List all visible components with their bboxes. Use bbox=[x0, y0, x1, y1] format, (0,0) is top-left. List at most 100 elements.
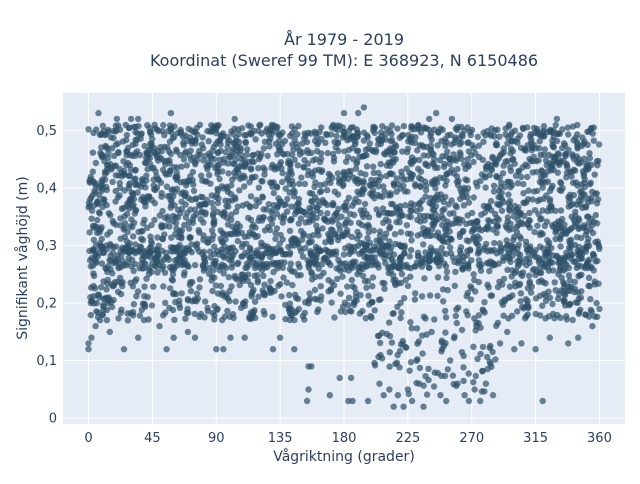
data-point bbox=[273, 183, 281, 190]
data-point bbox=[480, 246, 487, 253]
data-point bbox=[261, 291, 268, 298]
data-point bbox=[524, 163, 531, 170]
data-point bbox=[170, 334, 177, 341]
data-point bbox=[380, 183, 387, 190]
data-point bbox=[104, 165, 111, 172]
data-point bbox=[443, 268, 451, 276]
data-point bbox=[478, 227, 485, 234]
data-point bbox=[504, 158, 511, 165]
data-point bbox=[145, 249, 152, 256]
data-point bbox=[348, 264, 356, 272]
data-point bbox=[573, 201, 581, 208]
data-point bbox=[151, 216, 158, 224]
data-point bbox=[217, 132, 224, 139]
data-point bbox=[197, 193, 205, 200]
data-point bbox=[501, 183, 508, 191]
data-point bbox=[557, 178, 564, 186]
data-point bbox=[416, 156, 423, 164]
data-point bbox=[479, 368, 486, 375]
data-point bbox=[344, 175, 352, 183]
data-point bbox=[591, 278, 598, 285]
data-point bbox=[85, 340, 92, 347]
data-point bbox=[483, 353, 491, 361]
data-point bbox=[437, 257, 444, 264]
data-point bbox=[581, 179, 588, 187]
data-point bbox=[521, 145, 529, 152]
data-point bbox=[564, 124, 572, 131]
data-point bbox=[235, 259, 242, 266]
data-point bbox=[280, 201, 288, 209]
data-point bbox=[574, 131, 581, 138]
data-point bbox=[583, 260, 591, 267]
data-point bbox=[543, 192, 550, 199]
data-point bbox=[390, 310, 397, 317]
data-point bbox=[386, 386, 393, 393]
data-point bbox=[381, 285, 388, 292]
data-point bbox=[106, 328, 114, 336]
data-point bbox=[505, 206, 513, 213]
data-point bbox=[347, 219, 354, 226]
data-point bbox=[300, 230, 307, 237]
data-point bbox=[406, 169, 413, 177]
data-point bbox=[482, 380, 490, 387]
data-point bbox=[414, 216, 421, 224]
data-point bbox=[399, 131, 407, 139]
data-point bbox=[398, 309, 405, 316]
data-point bbox=[390, 156, 397, 163]
data-point bbox=[504, 266, 511, 273]
data-point bbox=[188, 156, 195, 164]
data-point bbox=[520, 190, 527, 197]
data-point bbox=[501, 296, 508, 303]
data-point bbox=[188, 137, 195, 145]
data-point bbox=[347, 374, 355, 382]
data-point bbox=[493, 250, 500, 257]
data-point bbox=[166, 138, 174, 145]
data-point bbox=[322, 239, 329, 246]
data-point bbox=[549, 300, 556, 308]
data-point bbox=[425, 152, 432, 159]
data-point bbox=[223, 291, 230, 299]
data-point bbox=[508, 225, 516, 233]
data-point bbox=[488, 292, 496, 299]
data-point bbox=[231, 115, 238, 123]
data-point bbox=[224, 139, 232, 146]
data-point bbox=[379, 205, 387, 212]
data-point bbox=[338, 213, 345, 220]
data-point bbox=[480, 129, 487, 136]
data-point bbox=[123, 152, 130, 159]
data-point bbox=[560, 229, 568, 237]
data-point bbox=[539, 302, 546, 309]
data-point bbox=[159, 236, 166, 243]
data-point bbox=[445, 201, 452, 208]
data-point bbox=[160, 283, 167, 290]
data-point bbox=[425, 365, 432, 372]
data-point bbox=[313, 148, 321, 155]
data-point bbox=[464, 311, 471, 319]
data-point bbox=[402, 202, 409, 209]
data-point bbox=[490, 182, 498, 189]
data-point bbox=[99, 244, 107, 251]
data-point bbox=[274, 204, 281, 211]
data-point bbox=[465, 199, 473, 206]
data-point bbox=[147, 160, 154, 168]
data-point bbox=[127, 279, 134, 286]
data-point bbox=[138, 235, 145, 242]
data-point bbox=[559, 185, 566, 192]
data-point bbox=[456, 230, 464, 238]
data-point bbox=[380, 392, 387, 399]
data-point bbox=[90, 247, 97, 254]
data-point bbox=[219, 210, 226, 218]
data-point bbox=[569, 153, 576, 160]
data-point bbox=[130, 190, 137, 197]
data-point bbox=[546, 187, 554, 194]
data-point bbox=[276, 240, 283, 247]
data-point bbox=[187, 287, 195, 295]
data-point bbox=[184, 262, 191, 270]
data-point bbox=[178, 290, 185, 297]
data-point bbox=[169, 277, 176, 284]
data-point bbox=[296, 263, 303, 271]
data-point bbox=[277, 231, 284, 239]
data-point bbox=[360, 104, 368, 111]
data-point bbox=[112, 221, 120, 228]
data-point bbox=[163, 183, 171, 190]
